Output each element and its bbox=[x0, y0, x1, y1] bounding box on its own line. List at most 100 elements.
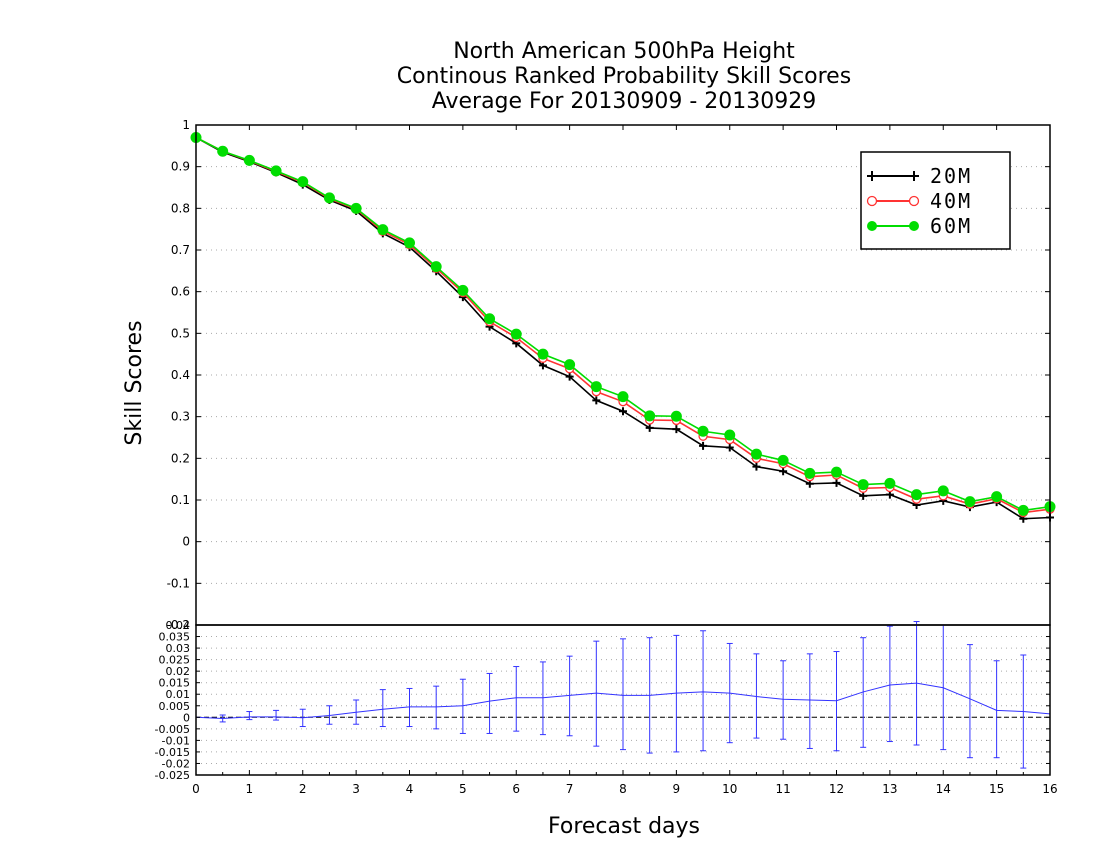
data-point bbox=[592, 396, 601, 405]
bottom-series bbox=[195, 621, 1051, 769]
data-point bbox=[644, 410, 656, 422]
legend-marker bbox=[867, 171, 877, 181]
x-tick-label: 12 bbox=[829, 782, 844, 796]
error-bar bbox=[860, 637, 867, 748]
y-tick-label: -0.025 bbox=[155, 769, 190, 782]
legend-item-20M: 20M bbox=[867, 164, 972, 188]
y-tick-label: 0.035 bbox=[159, 631, 191, 644]
y-tick-label: 0.03 bbox=[166, 642, 191, 655]
y-tick-label: 0 bbox=[183, 711, 190, 724]
legend-label: 20M bbox=[930, 164, 972, 188]
x-tick-label: 16 bbox=[1042, 782, 1057, 796]
data-point bbox=[725, 443, 734, 452]
y-tick-label: 0.9 bbox=[171, 160, 190, 174]
x-tick-label: 8 bbox=[619, 782, 627, 796]
error-bar bbox=[539, 661, 546, 736]
data-point bbox=[404, 237, 415, 249]
error-bar bbox=[780, 660, 787, 740]
data-point bbox=[699, 441, 708, 450]
difference-panel: 0.040.0350.030.0250.020.0150.010.0050-0.… bbox=[155, 125, 1058, 796]
legend-item-40M: 40M bbox=[866, 189, 970, 213]
error-bar bbox=[886, 625, 893, 743]
legend-marker bbox=[867, 221, 877, 231]
data-point bbox=[724, 429, 736, 441]
data-point bbox=[457, 284, 469, 296]
y-tick-label: 0.2 bbox=[171, 451, 190, 465]
title-line-1: North American 500hPa Height bbox=[453, 39, 795, 64]
y-tick-label: 0.8 bbox=[171, 201, 190, 215]
y-tick-label: -0.015 bbox=[155, 746, 190, 759]
data-point bbox=[645, 423, 654, 432]
x-tick-label: 2 bbox=[299, 782, 307, 796]
legend-item-60M: 60M bbox=[867, 214, 970, 238]
x-tick-label: 14 bbox=[936, 782, 951, 796]
x-tick-label: 5 bbox=[459, 782, 467, 796]
y-tick-label: -0.2 bbox=[167, 618, 190, 632]
data-point bbox=[590, 381, 602, 393]
x-tick-label: 13 bbox=[882, 782, 897, 796]
data-point bbox=[804, 467, 816, 479]
y-tick-label: 0.015 bbox=[159, 677, 191, 690]
y-tick-label: 0.5 bbox=[171, 326, 190, 340]
data-point bbox=[619, 407, 627, 416]
x-tick-label: 15 bbox=[989, 782, 1004, 796]
error-bar bbox=[753, 653, 760, 739]
y-tick-label: 0 bbox=[182, 535, 190, 549]
y-tick-label: 0.6 bbox=[171, 285, 190, 299]
data-point bbox=[752, 462, 761, 471]
data-point bbox=[323, 192, 335, 204]
error-bar bbox=[566, 655, 573, 737]
difference-series bbox=[195, 621, 1051, 769]
title-line-3: Average For 20130909 - 20130929 bbox=[432, 89, 817, 114]
error-bar bbox=[433, 685, 440, 730]
skill-score-panel: 1 0.9 0.8 0.7 0.6 0.5 0.4 0.3 0.2 0.1 0 -0.1 -0.2 20… bbox=[167, 118, 1056, 632]
legend-marker bbox=[909, 171, 919, 181]
y-tick-label: 0.04 bbox=[166, 619, 191, 632]
error-bar bbox=[406, 687, 413, 728]
x-tick-label: 7 bbox=[566, 782, 574, 796]
x-tick-label: 0 bbox=[192, 782, 200, 796]
data-point bbox=[270, 165, 282, 177]
error-bar bbox=[459, 678, 466, 734]
data-point bbox=[617, 391, 629, 403]
data-point bbox=[565, 372, 574, 381]
y-tick-label: 0.1 bbox=[171, 493, 190, 507]
y-tick-label: 0.3 bbox=[171, 410, 190, 424]
legend-marker bbox=[908, 195, 920, 207]
data-point bbox=[510, 328, 522, 340]
data-point bbox=[911, 489, 923, 501]
title-line-2: Continous Ranked Probability Skill Score… bbox=[397, 64, 851, 89]
bottom-y-ticks: 0.040.0350.030.0250.020.0150.010.0050-0.… bbox=[155, 619, 1050, 782]
data-point bbox=[832, 478, 841, 487]
data-point bbox=[697, 425, 709, 437]
error-bar bbox=[700, 630, 707, 752]
error-bar bbox=[513, 666, 520, 732]
x-ticks: 0 1 2 3 4 5 6 7 8 9 10 11 12 13 14 15 16 bbox=[192, 125, 1058, 796]
y-tick-label: 0.7 bbox=[171, 243, 190, 257]
data-point bbox=[484, 313, 496, 325]
data-point bbox=[430, 261, 442, 273]
x-tick-label: 11 bbox=[775, 782, 790, 796]
data-point bbox=[991, 491, 1003, 503]
data-point bbox=[859, 491, 868, 500]
data-point bbox=[217, 145, 229, 157]
x-axis-label: Forecast days bbox=[548, 814, 700, 839]
x-tick-label: 1 bbox=[246, 782, 254, 796]
data-point bbox=[670, 410, 682, 422]
data-point bbox=[831, 466, 842, 478]
top-y-ticks: 1 0.9 0.8 0.7 0.6 0.5 0.4 0.3 0.2 0.1 0 -0.1 -0.2 bbox=[167, 118, 1050, 632]
legend-marker bbox=[866, 195, 878, 207]
legend-marker bbox=[909, 221, 919, 231]
x-tick-label: 9 bbox=[673, 782, 681, 796]
data-point bbox=[937, 485, 949, 497]
y-tick-label: 0.025 bbox=[159, 654, 191, 667]
data-point bbox=[672, 425, 681, 434]
x-tick-label: 6 bbox=[512, 782, 520, 796]
y-tick-label: -0.1 bbox=[167, 576, 190, 590]
data-point bbox=[777, 454, 789, 466]
data-point bbox=[750, 448, 762, 460]
y-tick-label: 1 bbox=[182, 118, 190, 132]
data-point bbox=[297, 176, 309, 188]
